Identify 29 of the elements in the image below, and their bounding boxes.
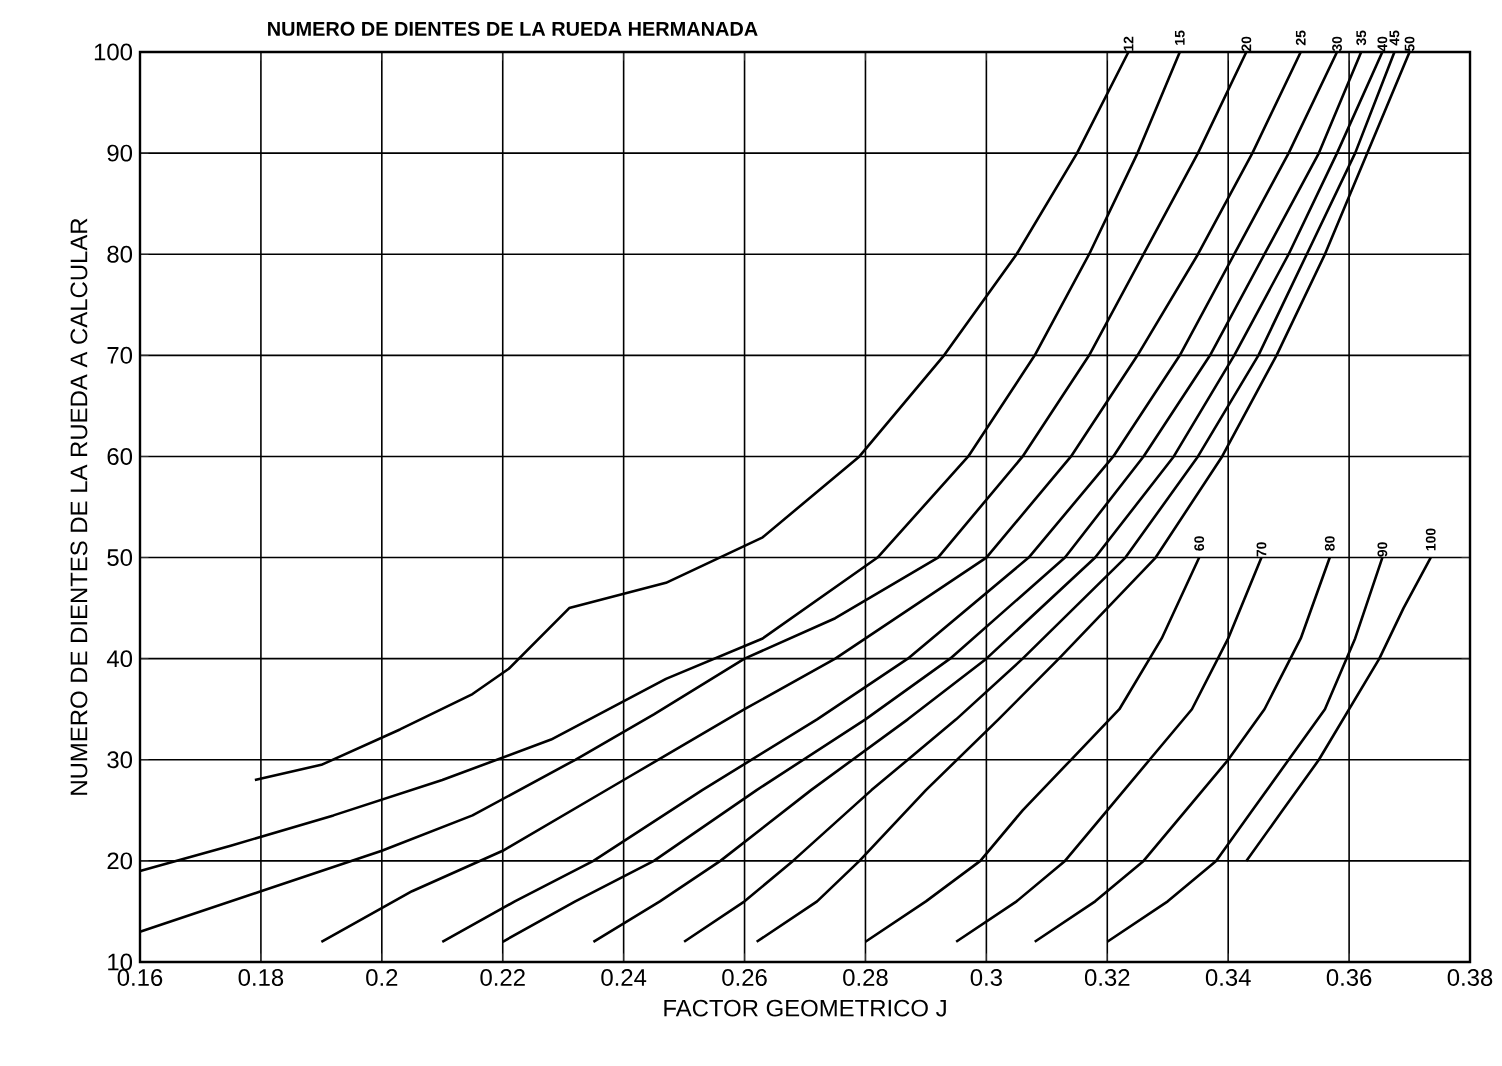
x-tick-label: 0.16 — [117, 969, 163, 986]
line-series — [1033, 556, 1332, 944]
x-tick-label: 0.32 — [1084, 969, 1130, 986]
y-tick-label: 100 — [94, 43, 133, 61]
y-axis-title: NUMERO DE DIENTES DE LA RUEDA A CALCULAR — [70, 218, 88, 795]
x-tick-label: 0.18 — [238, 969, 284, 986]
x-tick-label: 0.26 — [722, 969, 767, 986]
line-series — [864, 556, 1201, 944]
x-tick-label: 0.28 — [843, 969, 888, 986]
y-tick-label: 80 — [107, 245, 133, 263]
text: NUMERO DE DIENTES DE LA RUEDA HERMANADA — [268, 21, 758, 36]
x-tick-label: 0.3 — [970, 969, 1002, 986]
x-tick-label: 0.22 — [480, 969, 525, 986]
y-tick-label: 30 — [107, 751, 133, 769]
y-tick-label: 50 — [107, 549, 133, 566]
line-series — [954, 556, 1263, 944]
x-axis-title: FACTOR GEOMETRICO J — [664, 999, 946, 1017]
y-tick-label: 90 — [107, 144, 133, 162]
x-tick-label: 0.2 — [366, 969, 398, 986]
line-series — [1105, 556, 1384, 944]
y-tick-label: 60 — [107, 447, 133, 465]
x-tick-label: 0.34 — [1205, 969, 1251, 986]
y-tick-label: 10 — [108, 953, 133, 971]
x-tick-label: 0.36 — [1326, 969, 1372, 986]
y-tick-label: 40 — [106, 650, 133, 668]
y-tick-label: 70 — [107, 346, 133, 364]
y-tick-label: 20 — [107, 852, 133, 870]
x-tick-label: 0.24 — [601, 969, 647, 986]
x-tick-label: 0.38 — [1447, 969, 1493, 986]
